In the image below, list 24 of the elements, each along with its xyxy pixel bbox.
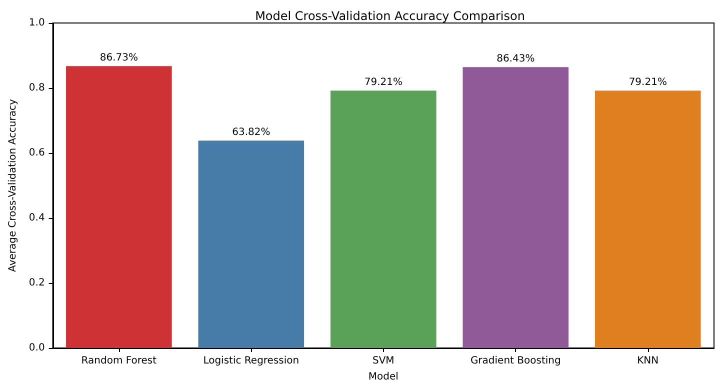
x-tick-label: Random Forest — [81, 356, 157, 366]
y-tick-label: 0.0 — [28, 342, 45, 354]
bar — [330, 90, 436, 348]
data-label: 79.21% — [628, 77, 667, 88]
x-tick-label: Logistic Regression — [203, 356, 300, 366]
x-axis-title: Model — [368, 372, 398, 382]
x-tick-label: Gradient Boosting — [470, 356, 561, 366]
data-label: 63.82% — [232, 127, 270, 138]
y-tick-label: 0.2 — [28, 278, 45, 288]
y-tick-label: 0.4 — [28, 212, 45, 224]
x-tick-label: KNN — [637, 356, 659, 366]
bar — [198, 140, 304, 348]
y-tick-label: 1.0 — [28, 18, 45, 28]
data-label: 79.21% — [364, 77, 402, 88]
data-label: 86.73% — [100, 52, 138, 64]
bar — [66, 66, 172, 348]
y-tick-label: 0.8 — [28, 82, 45, 94]
data-label: 86.43% — [496, 54, 535, 65]
y-tick-label: 0.6 — [28, 148, 45, 158]
y-axis-title: Average Cross-Validation Accuracy — [8, 98, 18, 272]
bar — [462, 67, 569, 348]
x-tick-label: SVM — [372, 356, 394, 366]
bar — [594, 90, 701, 348]
chart-title: Model Cross-Validation Accuracy Comparison — [255, 9, 525, 23]
